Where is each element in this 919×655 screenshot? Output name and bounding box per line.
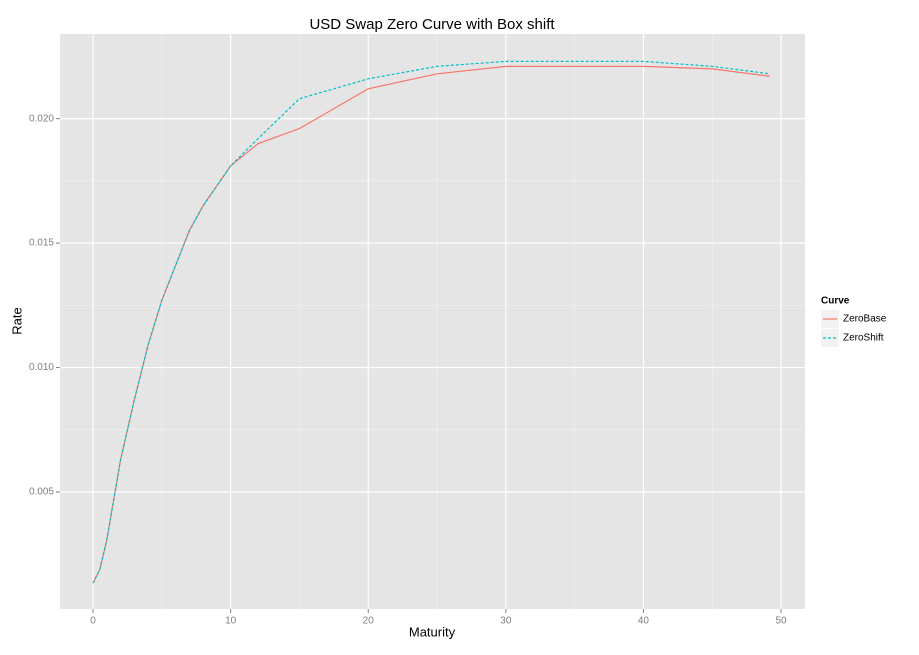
y-tick-label: 0.020: [29, 113, 54, 124]
y-tick-label: 0.005: [29, 487, 54, 498]
y-tick-label: 0.010: [29, 362, 54, 373]
y-tick-label: 0.015: [29, 238, 54, 249]
x-tick-label: 10: [225, 616, 237, 627]
y-axis-title: Rate: [9, 307, 24, 334]
x-axis-title: Maturity: [409, 624, 456, 639]
chart-title: USD Swap Zero Curve with Box shift: [309, 16, 555, 33]
x-tick-label: 40: [638, 616, 650, 627]
legend-title: Curve: [821, 296, 850, 307]
series-line: [92, 60, 771, 584]
x-tick-label: 50: [775, 616, 787, 627]
legend-label: ZeroBase: [843, 314, 887, 325]
x-tick-label: 0: [90, 616, 96, 627]
x-tick-label: 20: [363, 616, 375, 627]
panel: [60, 34, 805, 609]
legend-label: ZeroShift: [843, 333, 884, 344]
x-tick-label: 30: [500, 616, 512, 627]
